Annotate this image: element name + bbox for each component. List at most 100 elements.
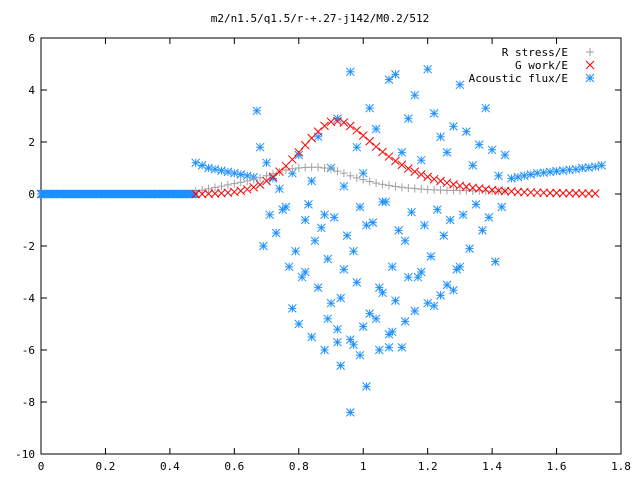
data-point <box>339 118 349 127</box>
data-point <box>423 64 433 74</box>
data-point <box>513 187 523 197</box>
data-point <box>300 267 310 277</box>
data-point <box>336 293 346 303</box>
data-point <box>304 200 313 209</box>
series-0 <box>191 163 509 196</box>
data-point <box>345 67 355 77</box>
data-point <box>271 228 281 238</box>
data-point <box>230 179 239 188</box>
y-tick-label: -8 <box>22 396 35 409</box>
data-point <box>365 136 375 146</box>
data-point <box>468 161 478 170</box>
data-point <box>397 160 407 170</box>
data-point <box>342 231 352 240</box>
data-point <box>404 184 413 193</box>
data-point <box>314 163 323 172</box>
data-point <box>449 122 458 131</box>
data-point <box>307 176 317 186</box>
data-point <box>442 280 452 290</box>
data-point <box>345 121 355 131</box>
data-point <box>436 132 445 142</box>
x-tick-label: 1.2 <box>418 460 438 473</box>
data-point <box>333 324 342 334</box>
data-point <box>243 177 252 185</box>
data-point <box>365 177 374 186</box>
data-point <box>333 167 342 176</box>
data-point <box>316 223 326 233</box>
data-point <box>210 189 220 198</box>
data-point <box>371 314 381 324</box>
data-point <box>407 207 416 217</box>
data-point <box>278 205 288 214</box>
y-tick-label: 2 <box>28 136 35 149</box>
x-tick-label: 1 <box>360 460 367 473</box>
data-point <box>423 298 433 308</box>
data-point <box>397 148 407 157</box>
data-point <box>358 131 368 140</box>
data-point <box>420 220 429 230</box>
data-point <box>352 278 362 287</box>
data-point <box>532 168 542 178</box>
data-point <box>368 218 378 227</box>
data-point <box>249 182 259 192</box>
data-point <box>329 213 339 222</box>
series-2 <box>36 64 607 417</box>
data-point <box>313 283 323 292</box>
data-point <box>391 156 400 166</box>
data-point <box>384 75 394 84</box>
data-point <box>300 140 310 150</box>
data-point <box>565 188 574 198</box>
data-point <box>429 109 439 118</box>
data-point <box>500 150 510 160</box>
data-point <box>223 180 232 189</box>
data-point <box>410 184 419 193</box>
legend-label: G work/E <box>515 59 568 72</box>
data-point <box>526 188 536 197</box>
data-point <box>252 106 262 116</box>
data-point <box>484 213 494 222</box>
data-point <box>204 184 213 193</box>
data-point <box>381 197 391 207</box>
data-point <box>339 181 349 191</box>
data-point <box>384 343 394 352</box>
data-point <box>397 343 407 352</box>
x-tick-label: 0 <box>38 460 45 473</box>
data-point <box>410 167 420 176</box>
legend-label: Acoustic flux/E <box>469 72 568 85</box>
data-point <box>413 272 423 282</box>
data-point <box>391 296 400 305</box>
data-point <box>391 70 400 79</box>
data-point <box>426 252 436 261</box>
legend-marker <box>585 60 595 70</box>
data-point <box>346 171 355 180</box>
x-tick-label: 0.8 <box>289 460 309 473</box>
x-tick-label: 1.6 <box>547 460 567 473</box>
data-point <box>519 187 529 197</box>
data-point <box>442 178 452 188</box>
data-point <box>352 142 362 152</box>
data-point <box>307 332 317 342</box>
data-point <box>323 254 333 264</box>
data-point <box>294 164 303 172</box>
data-point <box>429 301 439 311</box>
data-point <box>320 164 329 172</box>
data-point <box>217 182 226 191</box>
data-point <box>465 244 474 253</box>
data-point <box>281 166 290 175</box>
data-point <box>442 148 452 157</box>
data-point <box>236 178 245 187</box>
data-point <box>255 180 265 189</box>
y-tick-label: -4 <box>22 292 36 305</box>
data-point <box>532 188 542 198</box>
data-point <box>262 171 271 180</box>
data-point <box>258 241 268 251</box>
x-tick-label: 1.8 <box>611 460 631 473</box>
data-point <box>478 226 487 235</box>
data-point <box>487 145 497 155</box>
data-point <box>262 176 271 186</box>
data-point <box>429 174 439 184</box>
data-point <box>494 171 503 181</box>
data-point <box>374 283 384 292</box>
data-point <box>287 155 297 164</box>
